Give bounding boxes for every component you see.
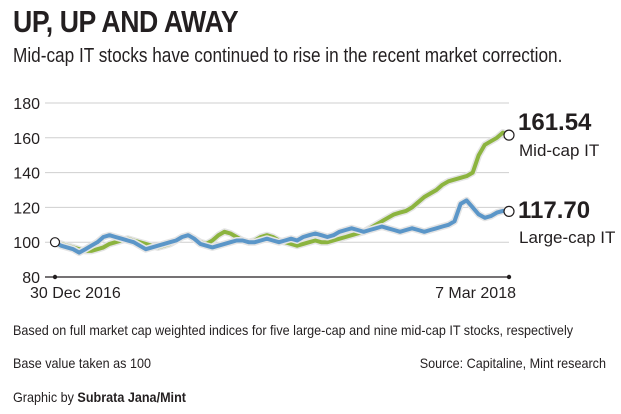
series-line-mid-cap-it bbox=[53, 130, 511, 253]
series-end-value-large-cap-it: 117.70 bbox=[518, 197, 590, 224]
y-tick-label-80: 80 bbox=[22, 270, 40, 287]
series-end-point-mid-cap-it bbox=[503, 129, 515, 141]
series-line-large-cap-it bbox=[53, 198, 511, 255]
base-note: Base value taken as 100 bbox=[13, 355, 152, 371]
series-name-mid-cap-it: Mid-cap IT bbox=[519, 141, 599, 160]
x-start-tick bbox=[52, 274, 58, 280]
methodology-note: Based on full market cap weighted indice… bbox=[13, 322, 574, 338]
credit-name: Subrata Jana/Mint bbox=[77, 389, 186, 405]
y-tick-label-160: 160 bbox=[13, 131, 40, 148]
graphic-credit: Graphic by Subrata Jana/Mint bbox=[13, 389, 186, 405]
y-tick-label-120: 120 bbox=[13, 200, 40, 217]
series-end-value-mid-cap-it: 161.54 bbox=[518, 109, 592, 136]
y-tick-label-180: 180 bbox=[13, 96, 40, 113]
y-tick-label-100: 100 bbox=[13, 235, 40, 252]
series-start-point bbox=[49, 237, 61, 248]
series-end-point-large-cap-it bbox=[503, 205, 515, 218]
series-name-large-cap-it: Large-cap IT bbox=[519, 228, 615, 247]
chart-title: UP, UP AND AWAY bbox=[13, 4, 239, 39]
x-start-label: 30 Dec 2016 bbox=[30, 285, 121, 302]
credit-prefix: Graphic by bbox=[13, 389, 78, 405]
x-end-tick bbox=[506, 274, 512, 280]
y-tick-label-140: 140 bbox=[13, 166, 40, 183]
x-end-label: 7 Mar 2018 bbox=[435, 285, 516, 302]
chart-subtitle: Mid-cap IT stocks have continued to rise… bbox=[13, 45, 563, 67]
source-note: Source: Capitaline, Mint research bbox=[419, 355, 606, 371]
series-shadow-mid-cap-it bbox=[54, 129, 511, 255]
